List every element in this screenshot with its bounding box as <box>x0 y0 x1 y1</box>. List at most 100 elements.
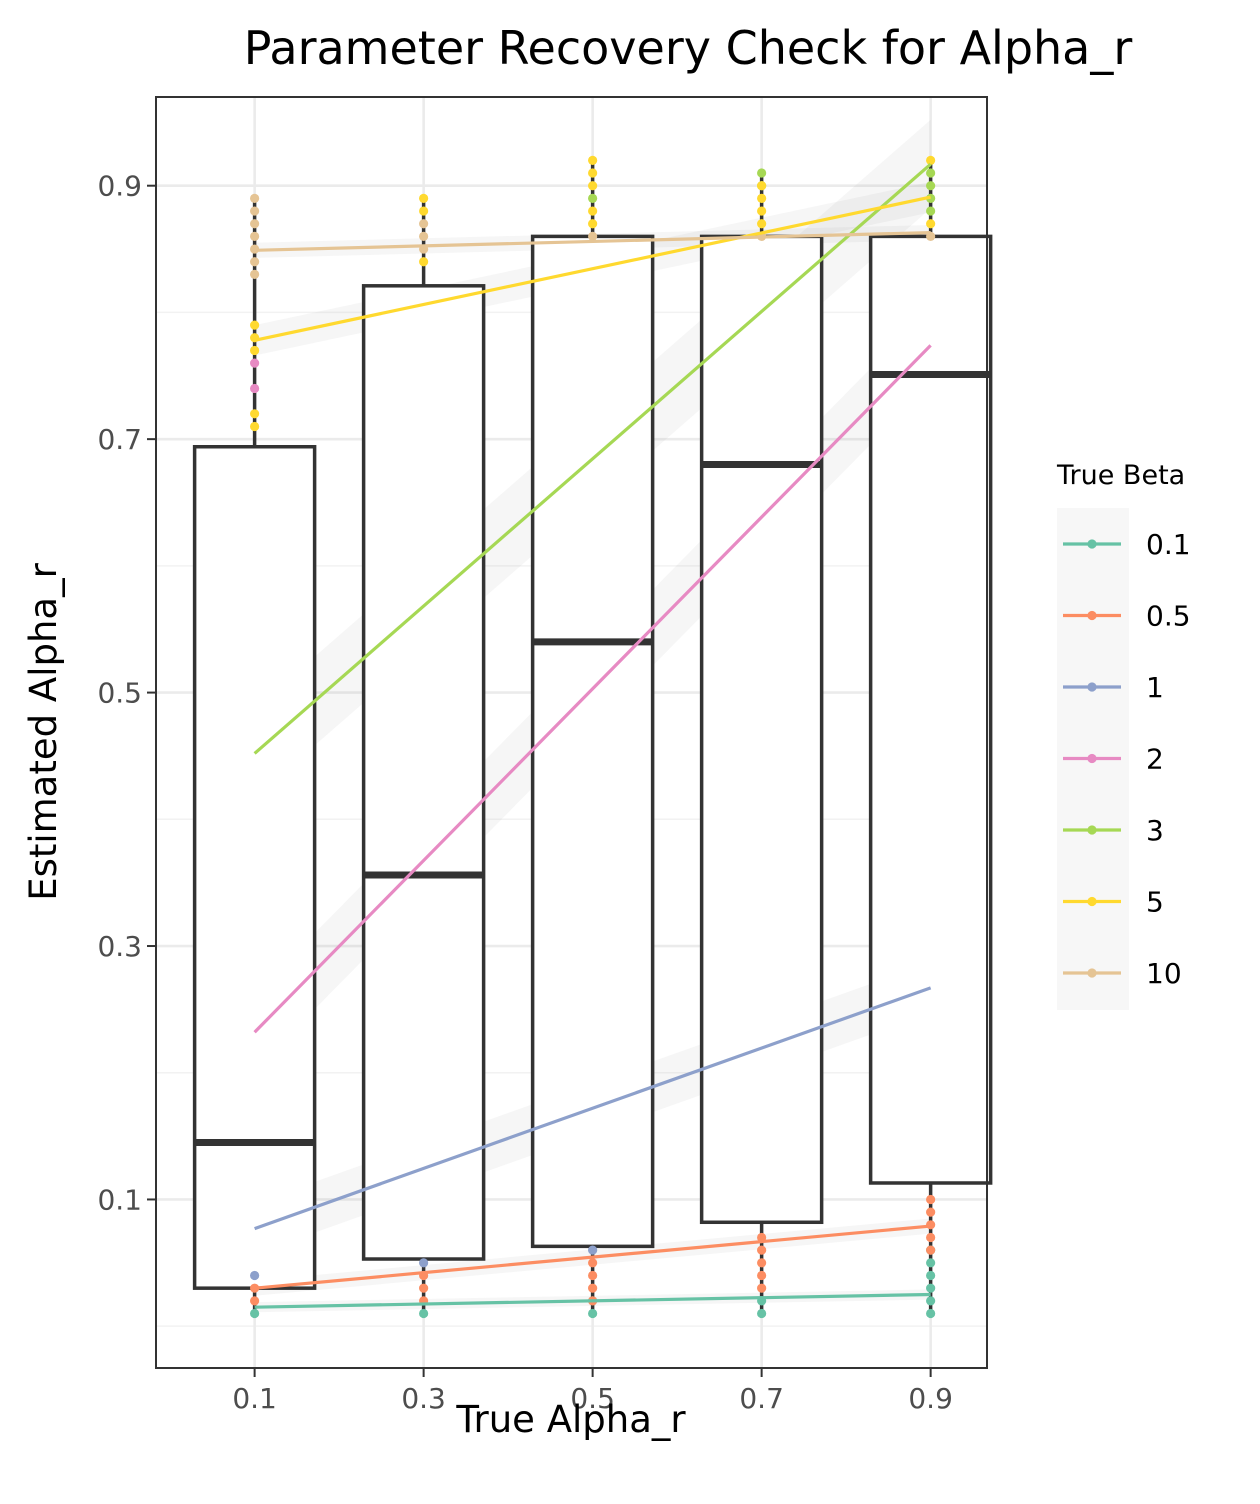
point-beta-0.1 <box>926 1283 936 1293</box>
legend-label-5: 5 <box>1146 886 1164 919</box>
legend-key-point-2 <box>1087 753 1097 764</box>
legend: True Beta 0.1 0.5 1 2 3 5 10 <box>1056 460 1191 1010</box>
legend-label-1: 1 <box>1146 671 1164 704</box>
point-beta-5 <box>250 421 260 432</box>
point-beta-0.1 <box>926 1258 936 1268</box>
point-beta-5 <box>926 155 936 165</box>
point-beta-5 <box>757 206 767 216</box>
point-beta-3 <box>926 168 936 178</box>
point-beta-10 <box>250 257 260 267</box>
x-tick-label: 0.1 <box>232 1382 277 1415</box>
point-beta-0.5 <box>757 1232 767 1243</box>
point-beta-10 <box>250 193 260 203</box>
fit-line-beta-1 <box>254 986 932 1231</box>
point-beta-0.1 <box>250 1308 260 1319</box>
fit-line-beta-5 <box>254 195 931 342</box>
point-beta-5 <box>250 409 260 419</box>
fit-line-beta-2 <box>253 344 932 1034</box>
point-beta-3 <box>757 168 767 178</box>
y-tick-label: 0.3 <box>97 930 142 963</box>
fit-line-beta-3 <box>253 162 932 755</box>
point-beta-5 <box>419 193 429 203</box>
legend-key-point-3 <box>1087 825 1097 835</box>
point-beta-0.1 <box>926 1308 936 1319</box>
point-beta-10 <box>250 219 260 229</box>
legend-key-point-10 <box>1087 968 1097 978</box>
point-beta-0.5 <box>250 1296 260 1306</box>
point-beta-0.1 <box>588 1308 598 1319</box>
y-tick-label: 0.9 <box>97 170 142 203</box>
point-beta-10 <box>419 219 429 229</box>
axis-layer: 0.1 0.3 0.5 0.7 0.9 0.1 0.3 0.5 0.7 0.9 <box>97 170 952 1415</box>
legend-key-point-5 <box>1087 896 1097 907</box>
fit-line-beta-0.1 <box>254 1292 931 1309</box>
point-beta-2 <box>250 383 260 394</box>
box-0.3 <box>361 284 486 1261</box>
point-beta-0.5 <box>757 1270 767 1281</box>
point-beta-0.1 <box>419 1308 429 1319</box>
legend-key-point-0.1 <box>1087 539 1097 549</box>
point-beta-5 <box>588 219 598 229</box>
point-beta-0.5 <box>588 1283 598 1293</box>
point-beta-10 <box>588 231 598 241</box>
legend-label-10: 10 <box>1146 957 1182 990</box>
point-beta-5 <box>757 181 767 191</box>
point-beta-0.5 <box>757 1258 767 1268</box>
point-beta-0.1 <box>926 1296 936 1306</box>
box-0.9 <box>868 234 993 1185</box>
point-beta-0.5 <box>926 1245 936 1255</box>
y-axis-label: Estimated Alpha_r <box>22 562 65 900</box>
legend-key-point-0.5 <box>1087 610 1097 621</box>
point-beta-0.5 <box>250 1283 260 1293</box>
legend-key-point-1 <box>1087 682 1097 692</box>
point-layer <box>250 155 936 1319</box>
x-tick-label: 0.7 <box>739 1382 784 1415</box>
y-tick-label: 0.5 <box>97 677 142 710</box>
fit-line-layer <box>253 162 932 1309</box>
box-0.1 <box>192 444 317 1290</box>
point-beta-5 <box>588 168 598 178</box>
point-beta-1 <box>419 1258 429 1268</box>
point-beta-5 <box>588 206 598 216</box>
y-tick-label: 0.1 <box>97 1183 142 1216</box>
x-tick-label: 0.9 <box>908 1382 953 1415</box>
point-beta-5 <box>588 181 598 191</box>
point-beta-5 <box>588 155 598 165</box>
legend-label-3: 3 <box>1146 814 1164 847</box>
legend-label-0.1: 0.1 <box>1146 528 1191 561</box>
legend-label-0.5: 0.5 <box>1146 600 1191 633</box>
point-beta-0.5 <box>926 1232 936 1243</box>
point-beta-3 <box>588 193 598 203</box>
point-beta-0.5 <box>588 1270 598 1281</box>
panel-border <box>155 96 988 1369</box>
point-beta-5 <box>419 257 429 267</box>
point-beta-0.5 <box>419 1283 429 1293</box>
fit-line-beta-10 <box>254 230 931 252</box>
point-beta-0.5 <box>926 1194 936 1205</box>
point-beta-5 <box>250 345 260 356</box>
x-tick-label: 0.3 <box>401 1382 446 1415</box>
point-beta-0.1 <box>757 1308 767 1319</box>
fit-line-beta-0.5 <box>254 1224 931 1290</box>
point-beta-5 <box>926 219 936 229</box>
point-beta-3 <box>926 181 936 191</box>
point-beta-1 <box>588 1245 598 1255</box>
point-beta-0.1 <box>926 1270 936 1281</box>
legend-title: True Beta <box>1056 460 1185 491</box>
point-beta-5 <box>757 193 767 203</box>
point-beta-5 <box>419 206 429 216</box>
point-beta-0.5 <box>926 1207 936 1217</box>
legend-label-2: 2 <box>1146 743 1164 776</box>
point-beta-3 <box>926 206 936 216</box>
point-beta-5 <box>250 320 260 330</box>
point-beta-0.5 <box>588 1258 598 1268</box>
point-beta-10 <box>419 231 429 241</box>
point-beta-1 <box>250 1270 260 1281</box>
point-beta-5 <box>757 219 767 229</box>
y-tick-label: 0.7 <box>97 423 142 456</box>
box-0.5 <box>530 234 655 1249</box>
point-beta-10 <box>250 269 260 280</box>
point-beta-0.5 <box>757 1283 767 1293</box>
